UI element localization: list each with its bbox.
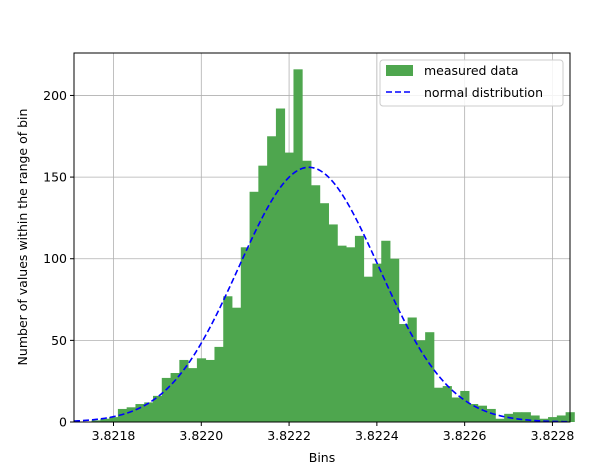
histogram-bar [548, 417, 558, 422]
histogram-bar [302, 160, 312, 423]
y-axis-label: Number of values within the range of bin [15, 109, 30, 366]
histogram-bar [398, 324, 408, 422]
histogram-bar [512, 412, 523, 422]
y-axis-ticks: 0 50 100 150 200 [43, 88, 74, 430]
plot-frame [73, 52, 571, 423]
histogram-bar [267, 136, 277, 423]
histogram-bar [223, 296, 233, 422]
histogram-bar [460, 390, 470, 422]
histogram-bar [433, 387, 444, 422]
histogram-bar [477, 405, 488, 422]
legend-label-normal-distribution: normal distribution [424, 85, 543, 100]
legend-label-measured-data: measured data [424, 63, 519, 78]
histogram-bars [91, 69, 575, 423]
histogram-bar [556, 415, 567, 422]
histogram-bar [407, 317, 417, 422]
x-tick-label: 3.8220 [179, 428, 223, 443]
histogram-bar [381, 240, 391, 422]
histogram-bar [442, 386, 452, 422]
y-tick-label: 100 [43, 251, 67, 266]
x-tick-label: 3.8218 [92, 428, 136, 443]
histogram-bar [135, 404, 145, 422]
normal-distribution-curve [73, 166, 571, 423]
histogram-bar [311, 185, 321, 422]
y-tick-label: 200 [43, 88, 67, 103]
histogram-bar [91, 420, 101, 422]
histogram-bar [100, 418, 110, 422]
legend-swatch-measured-data [386, 65, 413, 76]
histogram-bar [170, 373, 180, 422]
histogram-bar [179, 359, 189, 422]
histogram-bar [372, 263, 382, 422]
histogram-bar [521, 412, 531, 422]
x-axis-ticks: 3.8218 3.8220 3.8222 3.8224 3.8226 3.8228 [92, 422, 575, 443]
x-tick-label: 3.8222 [267, 428, 311, 443]
histogram-bar [363, 276, 373, 422]
histogram-bar [275, 108, 286, 422]
x-tick-label: 3.8228 [531, 428, 575, 443]
histogram-bar [153, 395, 163, 422]
histogram-bar [109, 417, 119, 422]
y-tick-label: 150 [43, 170, 67, 185]
x-tick-label: 3.8226 [443, 428, 487, 443]
histogram-bar [144, 402, 154, 422]
histogram-bar [249, 191, 259, 422]
histogram-bar [425, 332, 435, 422]
histogram-bar [196, 358, 207, 422]
histogram-bar [486, 408, 496, 422]
histogram-bar [337, 245, 347, 422]
histogram-bar [328, 224, 338, 422]
y-tick-label: 0 [59, 415, 67, 430]
histogram-bar [354, 235, 365, 422]
y-tick-label: 50 [51, 333, 67, 348]
histogram-bar [126, 407, 136, 422]
histogram-bar [284, 152, 294, 422]
histogram-bar [258, 165, 268, 422]
legend-box [379, 59, 564, 107]
histogram-bar [530, 415, 540, 422]
legend: measured data normal distribution [379, 59, 564, 107]
histogram-bar [188, 368, 198, 422]
histogram-bar [205, 359, 215, 422]
histogram-bar [390, 258, 400, 422]
histogram-bar [214, 346, 224, 422]
histogram-bar [319, 203, 329, 422]
histogram-bar [117, 408, 128, 422]
histogram-bar [495, 418, 505, 422]
x-axis-label: Bins [309, 450, 335, 465]
histogram-bar [232, 307, 242, 422]
histogram-bar [240, 247, 250, 422]
histogram-bar [416, 340, 426, 422]
histogram-bar [161, 377, 171, 422]
x-tick-label: 3.8224 [355, 428, 399, 443]
histogram-bar [469, 404, 479, 422]
histogram-bar [451, 397, 461, 422]
histogram-bar [346, 247, 356, 422]
histogram-bar [293, 69, 303, 423]
